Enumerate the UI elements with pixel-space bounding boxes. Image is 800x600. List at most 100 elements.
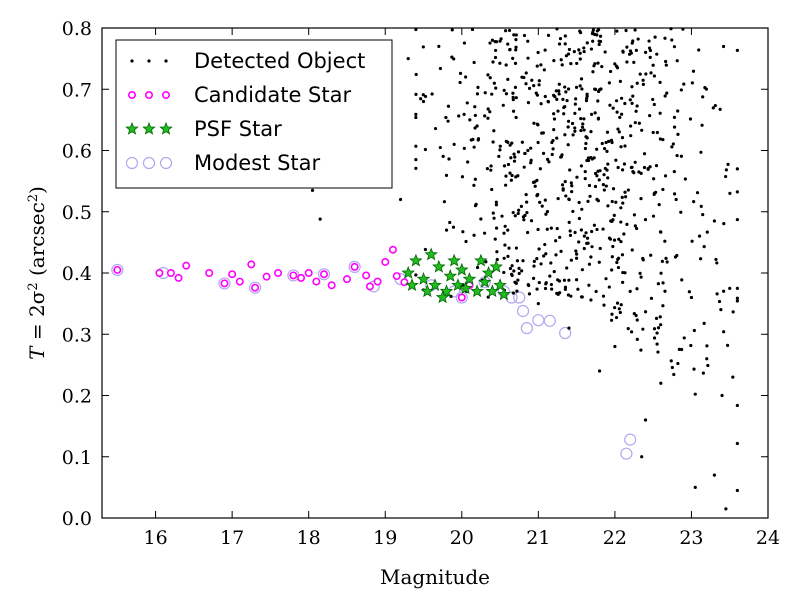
y-tick-label: 0.6 xyxy=(62,141,92,163)
detected-object-point xyxy=(523,213,527,218)
detected-object-point xyxy=(715,261,719,265)
psf-star-point xyxy=(474,253,488,267)
detected-object-point xyxy=(523,151,527,156)
detected-object-point xyxy=(526,39,530,43)
detected-object-point xyxy=(511,56,515,61)
detected-object-point xyxy=(658,315,662,319)
detected-object-point xyxy=(557,42,562,46)
detected-object-point xyxy=(529,158,533,162)
detected-object-point xyxy=(450,28,454,32)
detected-object-point xyxy=(715,292,719,296)
psf-star-point xyxy=(451,278,465,291)
detected-object-point xyxy=(540,204,544,208)
detected-object-point xyxy=(589,298,593,302)
detected-object-point xyxy=(484,260,488,264)
detected-object-point xyxy=(651,63,655,67)
detected-object-point xyxy=(713,103,717,108)
detected-object-point xyxy=(640,128,644,132)
detected-object-point xyxy=(546,33,551,37)
detected-object-point xyxy=(606,176,610,180)
detected-object-point xyxy=(602,303,606,307)
detected-object-point xyxy=(622,162,627,166)
detected-object-point xyxy=(617,130,621,134)
detected-object-point xyxy=(556,278,560,282)
detected-object-point xyxy=(618,79,622,83)
detected-object-point xyxy=(722,289,726,293)
detected-object-point xyxy=(545,210,550,214)
legend-marker xyxy=(130,59,168,63)
detected-object-point xyxy=(635,226,639,231)
detected-object-point xyxy=(457,114,461,118)
detected-object-point xyxy=(582,234,586,238)
detected-object-point xyxy=(641,256,645,261)
detected-object-point xyxy=(504,183,508,187)
psf-star-point xyxy=(435,290,450,304)
detected-object-point xyxy=(579,164,583,168)
detected-object-point xyxy=(543,94,547,99)
detected-object-point xyxy=(672,170,676,174)
detected-object-point xyxy=(511,91,515,95)
detected-object-point xyxy=(444,173,449,178)
candidate-star-point xyxy=(388,245,397,254)
detected-object-point xyxy=(652,191,657,195)
detected-object-point xyxy=(652,102,656,107)
detected-object-point xyxy=(596,117,600,121)
detected-object-point xyxy=(502,231,506,235)
detected-object-point xyxy=(504,92,509,96)
detected-object-point xyxy=(596,199,600,203)
detected-object-point xyxy=(495,250,499,254)
detected-object-point xyxy=(421,93,425,97)
candidate-star-point xyxy=(235,277,244,286)
detected-object-point xyxy=(623,144,627,148)
detected-object-point xyxy=(568,229,572,233)
detected-object-point xyxy=(679,88,683,92)
detected-object-point xyxy=(414,27,418,32)
detected-object-point xyxy=(687,290,691,294)
detected-object-point xyxy=(498,61,502,65)
x-tick-label: 19 xyxy=(373,527,397,549)
detected-object-point xyxy=(569,258,573,262)
detected-object-point xyxy=(568,233,573,238)
x-tick-label: 24 xyxy=(756,527,780,549)
detected-object-point xyxy=(610,140,614,145)
detected-object-point xyxy=(507,246,511,250)
detected-object-point xyxy=(516,150,521,154)
detected-object-point xyxy=(652,336,657,340)
detected-object-point xyxy=(578,57,582,61)
detected-object-point xyxy=(585,236,590,240)
candidate-star-point xyxy=(289,271,298,280)
detected-object-point xyxy=(552,128,556,132)
candidate-star-point xyxy=(373,277,382,286)
detected-object-point xyxy=(609,219,613,223)
detected-object-point xyxy=(611,244,615,249)
detected-object-point xyxy=(731,310,735,314)
detected-object-point xyxy=(585,92,589,96)
detected-object-point xyxy=(579,77,584,81)
detected-object-point xyxy=(693,392,697,396)
detected-object-point xyxy=(651,214,656,218)
detected-object-point xyxy=(641,82,645,86)
detected-object-point xyxy=(591,28,595,32)
detected-object-point xyxy=(658,111,662,115)
detected-object-point xyxy=(663,289,667,293)
detected-object-point xyxy=(634,109,638,113)
detected-object-point xyxy=(593,111,597,115)
legend-marker-symbol xyxy=(125,156,139,170)
detected-object-point xyxy=(585,41,589,45)
x-tick-label: 21 xyxy=(526,527,550,549)
detected-object-point xyxy=(644,72,648,76)
detected-object-point xyxy=(571,133,575,137)
detected-object-point xyxy=(628,49,633,53)
detected-object-point xyxy=(628,98,632,102)
detected-object-point xyxy=(573,111,577,115)
detected-object-point xyxy=(473,105,477,109)
detected-object-point xyxy=(433,126,438,131)
detected-object-point xyxy=(711,106,715,110)
detected-object-point xyxy=(466,160,470,164)
detected-object-point xyxy=(563,105,567,109)
detected-object-point xyxy=(597,42,601,47)
detected-object-point xyxy=(566,87,571,91)
detected-object-point xyxy=(663,94,667,98)
detected-object-point xyxy=(468,118,472,122)
candidate-star-point xyxy=(304,268,313,277)
